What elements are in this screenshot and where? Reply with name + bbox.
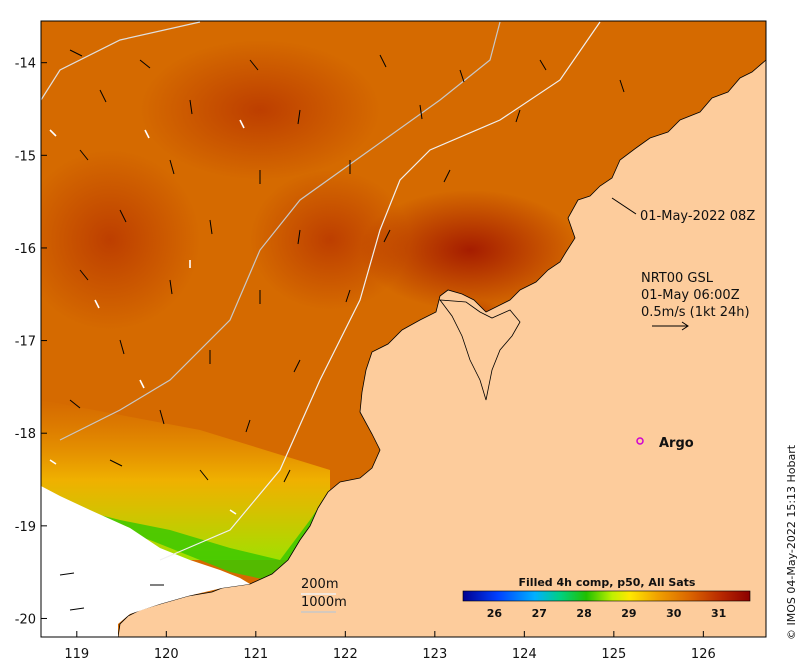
isobath-1000m-line <box>59 21 501 441</box>
x-tick-label: 121 <box>243 647 268 662</box>
x-tick-label: 119 <box>64 647 89 662</box>
no-data-area <box>41 486 250 637</box>
colorbar-tick-label: 29 <box>621 607 636 620</box>
x-tick-label: 122 <box>333 647 358 662</box>
warm-pool-central <box>250 170 410 310</box>
current-model-label: NRT00 GSL <box>641 271 714 286</box>
current-vectors-white <box>49 119 245 515</box>
x-tick-label: 125 <box>601 647 626 662</box>
isobath-200m-label: 200m <box>301 577 338 592</box>
colorbar-tick-label: 28 <box>576 607 591 620</box>
warm-pool-north <box>140 40 380 180</box>
warm-pool-west <box>41 150 200 330</box>
isobath-1000m-label: 1000m <box>301 595 347 610</box>
current-vectors <box>59 49 625 611</box>
x-tick-label: 126 <box>691 647 716 662</box>
scale-vector-arrow <box>652 321 689 331</box>
y-tick-label: -16 <box>15 242 36 257</box>
colorbar-tick-label: 30 <box>666 607 682 620</box>
x-tick-label: 123 <box>422 647 447 662</box>
y-tick-label: -14 <box>15 57 36 72</box>
colorbar-title: Filled 4h comp, p50, All Sats <box>519 576 696 589</box>
argo-label: Argo <box>659 436 694 451</box>
colorbar-tick-label: 31 <box>711 607 726 620</box>
timestamp-label: 01-May-2022 08Z <box>640 209 755 224</box>
argo-float-marker <box>636 437 644 445</box>
isobath-200m-line <box>159 21 601 561</box>
y-axis: -14 -15 -16 -17 -18 -19 -20 <box>15 57 47 627</box>
y-tick-label: -19 <box>15 520 36 535</box>
scale-vector-label: 0.5m/s (1kt 24h) <box>641 305 750 320</box>
y-tick-label: -18 <box>15 427 36 442</box>
peninsula <box>439 299 521 401</box>
green-strip <box>60 490 330 585</box>
isobath-north-line <box>41 21 201 101</box>
timestamp-pointer <box>611 197 637 215</box>
colorbar <box>462 590 751 602</box>
colorbar-tick-label: 26 <box>487 607 503 620</box>
warm-pool-coastal <box>360 190 580 310</box>
current-time-label: 01-May 06:00Z <box>641 288 740 303</box>
x-tick-label: 124 <box>512 647 537 662</box>
y-tick-label: -15 <box>15 149 36 164</box>
plot-frame <box>40 20 767 638</box>
credit-label: © IMOS 04-May-2022 15:13 Hobart <box>785 444 798 640</box>
x-tick-label: 120 <box>154 647 179 662</box>
colorbar-ticks: 26 27 28 29 30 31 <box>487 607 727 620</box>
colorbar-tick-label: 27 <box>532 607 547 620</box>
y-tick-label: -17 <box>15 335 36 350</box>
y-tick-label: -20 <box>15 612 36 627</box>
x-axis: 119 120 121 122 123 124 125 126 <box>64 631 716 662</box>
